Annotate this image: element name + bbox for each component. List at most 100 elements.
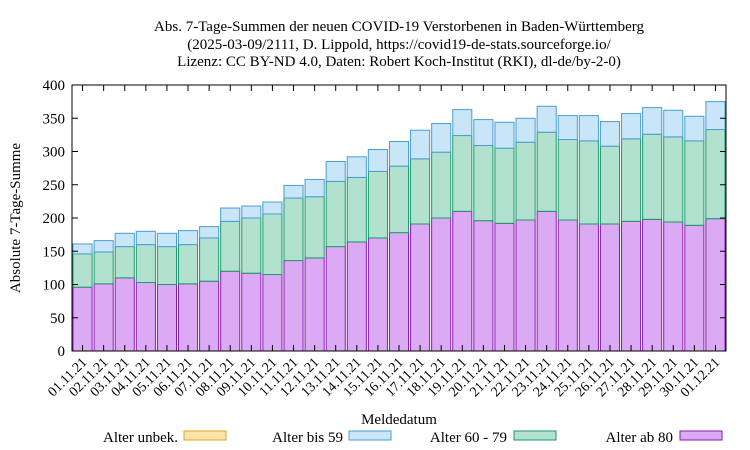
bar-segment-s1-30.11.21: [684, 140, 705, 226]
bars-layer: [72, 101, 726, 352]
bar-segment-s1-05.11.21: [156, 246, 177, 285]
title-line-1: Abs. 7-Tage-Summen der neuen COVID-19 Ve…: [154, 19, 644, 35]
y-tick-label-300: 300: [43, 145, 66, 161]
bar-segment-s1-01.12.21: [705, 129, 726, 220]
bar-segment-s1-11.11.21: [283, 197, 304, 262]
bar-segment-s0-29.11.21: [663, 221, 684, 352]
bar-segment-s2-08.11.21: [220, 207, 241, 222]
bar-segment-s0-22.11.21: [515, 219, 536, 352]
bar-segment-s2-04.11.21: [135, 230, 156, 246]
bar-segment-s0-15.11.21: [367, 237, 388, 352]
bar-segment-s1-16.11.21: [388, 165, 410, 234]
bar-segment-s1-28.11.21: [642, 133, 663, 220]
bar-segment-s0-24.11.21: [557, 219, 578, 352]
bar-segment-s0-16.11.21: [388, 232, 410, 352]
bar-segment-s0-17.11.21: [410, 223, 431, 352]
bar-segment-s2-26.11.21: [599, 121, 621, 147]
y-tick-label-0: 0: [58, 344, 66, 360]
bar-segment-s0-11.11.21: [283, 260, 304, 352]
bar-segment-s2-03.11.21: [114, 232, 135, 248]
bar-segment-s2-18.11.21: [431, 123, 452, 153]
legend-swatch-1: [348, 430, 392, 441]
bar-segment-s2-29.11.21: [663, 109, 684, 138]
y-tick-label-50: 50: [50, 311, 65, 327]
bar-segment-s0-02.11.21: [93, 283, 114, 352]
legend: Alter unbek. Alter bis 59 Alter 60 - 79 Alt…: [103, 430, 723, 446]
bar-segment-s2-13.11.21: [325, 160, 346, 182]
bar-segment-s2-24.11.21: [557, 115, 578, 141]
bar-segment-s0-14.11.21: [346, 241, 367, 352]
bar-segment-s0-30.11.21: [684, 224, 705, 352]
bar-segment-s2-15.11.21: [367, 149, 388, 172]
bar-segment-s1-22.11.21: [515, 141, 536, 221]
bar-segment-s2-09.11.21: [241, 205, 262, 219]
bar-segment-s1-13.11.21: [325, 180, 346, 248]
y-axis-label: Absolute 7-Tage-Summe: [8, 143, 24, 294]
bar-segment-s0-09.11.21: [241, 272, 262, 352]
bar-segment-s1-20.11.21: [473, 145, 494, 222]
y-tick-label-350: 350: [43, 111, 66, 127]
bar-segment-s2-06.11.21: [177, 230, 199, 246]
bar-segment-s0-07.11.21: [199, 280, 220, 352]
bar-segment-s2-11.11.21: [283, 184, 304, 199]
bar-segment-s1-27.11.21: [621, 138, 642, 222]
bar-segment-s0-18.11.21: [431, 217, 452, 352]
y-tick-label-100: 100: [43, 278, 66, 294]
bar-segment-s1-23.11.21: [536, 131, 557, 212]
bar-segment-s1-07.11.21: [199, 237, 220, 282]
bar-segment-s0-12.11.21: [304, 257, 325, 352]
bar-segment-s0-06.11.21: [177, 283, 199, 352]
bar-segment-s1-09.11.21: [241, 217, 262, 274]
bar-segment-s1-29.11.21: [663, 136, 684, 223]
bar-segment-s2-10.11.21: [262, 201, 283, 215]
y-tick-label-150: 150: [43, 244, 66, 260]
bar-segment-s2-20.11.21: [473, 119, 494, 147]
bar-segment-s2-28.11.21: [642, 107, 663, 135]
bar-segment-s1-06.11.21: [177, 244, 199, 285]
bar-segment-s1-24.11.21: [557, 139, 578, 221]
bar-segment-s2-14.11.21: [346, 156, 367, 178]
title-line-2: (2025-03-09/2111, D. Lippold, https://co…: [187, 37, 611, 53]
bar-segment-s0-23.11.21: [536, 210, 557, 352]
bar-segment-s2-30.11.21: [684, 115, 705, 142]
bar-segment-s2-23.11.21: [536, 105, 557, 133]
bar-segment-s1-18.11.21: [431, 151, 452, 219]
bar-segment-s2-02.11.21: [93, 240, 114, 253]
bar-segment-s1-14.11.21: [346, 176, 367, 243]
bar-segment-s0-25.11.21: [578, 223, 599, 352]
bar-segment-s2-27.11.21: [621, 113, 642, 140]
legend-label-3: Alter ab 80: [606, 430, 673, 446]
bar-segment-s2-22.11.21: [515, 117, 536, 143]
bar-segment-s2-16.11.21: [388, 141, 410, 167]
bar-segment-s1-04.11.21: [135, 244, 156, 284]
bar-segment-s1-26.11.21: [599, 145, 621, 225]
legend-label-0: Alter unbek.: [103, 430, 178, 446]
bar-segment-s2-21.11.21: [494, 121, 515, 149]
bar-segment-s1-08.11.21: [220, 220, 241, 272]
bar-segment-s0-19.11.21: [452, 210, 473, 352]
bar-segment-s0-21.11.21: [494, 222, 515, 352]
legend-swatch-0: [183, 430, 227, 441]
bar-segment-s2-01.12.21: [705, 101, 726, 131]
bar-segment-s2-07.11.21: [199, 226, 220, 239]
chart-title: Abs. 7-Tage-Summen der neuen COVID-19 Ve…: [154, 19, 644, 70]
bar-segment-s2-25.11.21: [578, 115, 599, 142]
legend-swatch-2: [513, 430, 557, 441]
bar-segment-s0-01.11.21: [72, 286, 93, 352]
y-tick-label-200: 200: [43, 211, 66, 227]
bar-segment-s0-08.11.21: [220, 270, 241, 352]
bar-segment-s2-05.11.21: [156, 232, 177, 248]
bar-segment-s1-10.11.21: [262, 213, 283, 276]
bar-segment-s1-03.11.21: [114, 246, 135, 279]
bar-segment-s2-17.11.21: [410, 129, 431, 160]
bar-segment-s1-12.11.21: [304, 196, 325, 259]
bar-segment-s1-19.11.21: [452, 135, 473, 212]
bar-segment-s0-05.11.21: [156, 284, 177, 352]
bar-segment-s1-01.11.21: [72, 253, 93, 288]
bar-segment-s0-28.11.21: [642, 218, 663, 352]
title-line-3: Lizenz: CC BY-ND 4.0, Daten: Robert Koch…: [177, 54, 621, 70]
legend-label-1: Alter bis 59: [272, 430, 343, 446]
bar-segment-s0-10.11.21: [262, 274, 283, 352]
bar-segment-s0-03.11.21: [114, 277, 135, 352]
